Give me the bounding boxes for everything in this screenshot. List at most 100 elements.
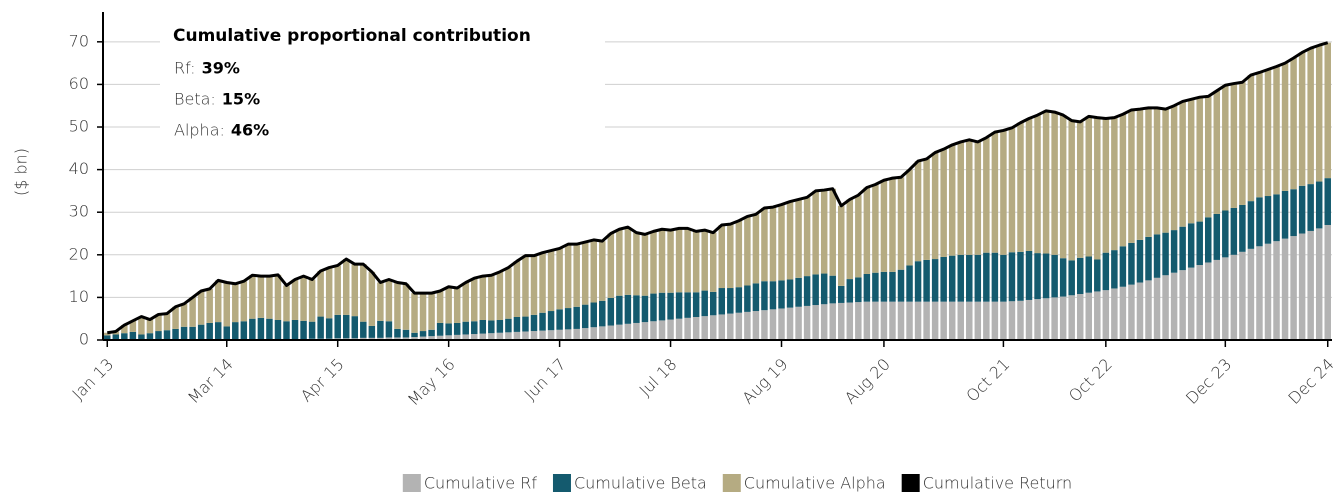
bar-segment — [863, 301, 871, 340]
bar-segment — [1025, 299, 1033, 340]
bar-segment — [1281, 63, 1289, 191]
bar-segment — [889, 301, 896, 340]
bar-segment — [1136, 109, 1144, 240]
bar-segment — [180, 326, 188, 340]
annotation-box — [160, 18, 605, 155]
bar-segment — [1222, 85, 1229, 211]
bar-segment — [564, 329, 572, 340]
x-tick-label: Aug 19 — [738, 355, 791, 408]
legend-label: Cumulative Beta — [574, 474, 707, 493]
bar-segment — [445, 335, 452, 340]
bar-segment — [214, 280, 222, 323]
bar-segment — [428, 329, 435, 337]
annotation-label: Rf: — [174, 59, 196, 78]
bar-segment — [940, 301, 947, 340]
bar-segment — [1111, 250, 1118, 289]
bar-segment — [1153, 107, 1161, 235]
bar-segment — [1153, 234, 1161, 278]
bar-segment — [197, 324, 205, 340]
bar-segment — [1281, 190, 1289, 239]
bar-segment — [308, 321, 316, 339]
bar-segment — [957, 301, 964, 340]
x-tick-label: Oct 21 — [962, 355, 1013, 406]
bar-segment — [1162, 232, 1169, 276]
bar-segment — [351, 316, 359, 339]
bar-segment — [513, 331, 521, 340]
bar-segment — [966, 254, 973, 302]
bar-segment — [1205, 96, 1212, 218]
bar-segment — [232, 322, 239, 340]
y-tick-label: 70 — [69, 31, 89, 50]
bar-segment — [1307, 184, 1314, 231]
bar-segment — [983, 252, 990, 302]
bar-segment — [1025, 250, 1033, 300]
bar-segment — [1230, 254, 1238, 340]
bar-segment — [675, 292, 683, 319]
bar-segment — [146, 333, 154, 340]
legend-swatch — [901, 474, 920, 492]
bar-segment — [1076, 121, 1084, 258]
bar-segment — [735, 312, 743, 340]
bar-segment — [983, 301, 990, 340]
bar-segment — [667, 319, 674, 340]
bar-segment — [914, 261, 922, 302]
bar-segment — [846, 199, 854, 280]
bar-segment — [931, 152, 939, 260]
bar-segment — [727, 288, 734, 314]
bar-segment — [769, 207, 777, 282]
bar-segment — [906, 265, 913, 302]
bar-segment — [1008, 301, 1016, 340]
bar-segment — [581, 304, 589, 329]
bar-segment — [1187, 99, 1195, 224]
bar-segment — [462, 282, 469, 322]
bar-segment — [1076, 293, 1084, 340]
bar-segment — [641, 322, 649, 340]
bar-segment — [496, 332, 504, 340]
bar-segment — [718, 224, 726, 289]
bar-segment — [923, 259, 930, 302]
bar-segment — [795, 277, 802, 307]
bar-segment — [658, 320, 666, 340]
bar-segment — [385, 337, 393, 340]
bar-segment — [1315, 45, 1323, 182]
bar-segment — [1145, 280, 1152, 340]
bar-segment — [206, 322, 213, 340]
bar-segment — [1059, 296, 1067, 340]
bar-segment — [752, 283, 760, 312]
bar-segment — [820, 190, 828, 274]
bar-segment — [155, 314, 162, 332]
bar-segment — [129, 320, 137, 332]
annotation-title: Cumulative proportional contribution — [173, 26, 531, 46]
bar-segment — [1017, 300, 1024, 340]
bar-segment — [522, 316, 529, 332]
x-tick-label: Mar 14 — [184, 355, 237, 408]
bar-segment — [505, 318, 512, 333]
bar-segment — [607, 233, 615, 298]
annotation-label: Alpha: — [174, 121, 225, 140]
bar-segment — [633, 322, 640, 340]
bar-segment — [189, 297, 196, 327]
bar-segment — [778, 308, 785, 340]
bar-segment — [581, 328, 589, 340]
bar-segment — [1247, 75, 1255, 202]
bar-segment — [488, 320, 495, 334]
bar-segment — [1042, 253, 1050, 299]
bar-segment — [624, 323, 632, 340]
bar-segment — [155, 331, 162, 340]
bar-segment — [1136, 239, 1144, 283]
bar-segment — [684, 317, 691, 340]
bar-segment — [616, 295, 623, 325]
bar-segment — [1076, 257, 1084, 294]
y-tick-label: 30 — [69, 202, 89, 221]
bar-segment — [488, 333, 495, 340]
bar-segment — [744, 311, 751, 340]
bar-segment — [419, 331, 427, 337]
bar-segment — [377, 320, 384, 338]
bar-segment — [590, 327, 597, 340]
bar-segment — [1128, 284, 1135, 340]
bar-segment — [1256, 246, 1263, 340]
bar-segment — [607, 325, 615, 340]
bar-segment — [138, 316, 145, 335]
bar-segment — [1264, 243, 1272, 340]
bar-segment — [1128, 109, 1135, 243]
